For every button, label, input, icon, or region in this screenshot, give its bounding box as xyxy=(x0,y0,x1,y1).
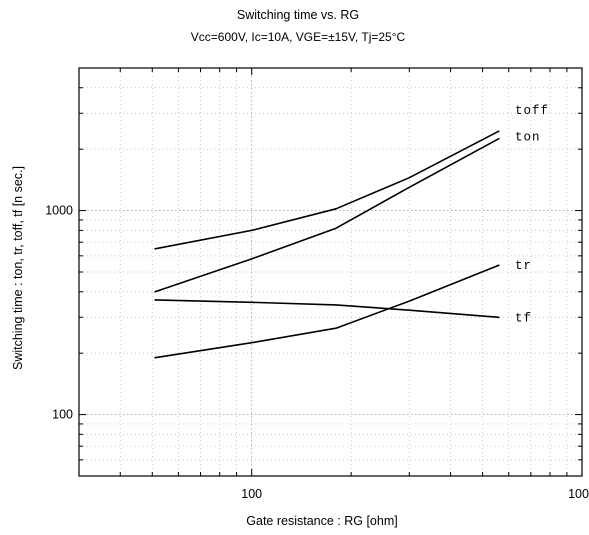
tick-marks xyxy=(78,67,583,477)
y-tick-labels: 100 1000 xyxy=(45,204,73,422)
x-tick-labels: 100 1000 xyxy=(241,487,589,501)
x-axis-label: Gate resistance : RG [ohm] xyxy=(246,514,397,528)
series-label-ton: ton xyxy=(515,131,541,145)
y-tick-label: 100 xyxy=(52,408,73,422)
plot-frame xyxy=(78,67,583,477)
y-axis-label: Switching time : ton, tr, toff, tf [n se… xyxy=(11,166,25,370)
x-tick-label: 100 xyxy=(241,487,262,501)
series-line-tr xyxy=(154,264,500,359)
series-line-ton xyxy=(154,137,500,293)
series-label-toff: toff xyxy=(515,104,549,118)
series-label-tr: tr xyxy=(515,259,532,273)
chart-subtitle: Vcc=600V, Ic=10A, VGE=±15V, Tj=25°C xyxy=(191,30,406,44)
x-tick-label: 1000 xyxy=(568,487,589,501)
series-labels: toff ton tr tf xyxy=(515,104,549,325)
y-tick-label: 1000 xyxy=(45,204,73,218)
chart-title: Switching time vs. RG xyxy=(237,8,359,22)
series-line-toff xyxy=(154,130,500,250)
grid-lines xyxy=(79,68,582,476)
series-line-tf xyxy=(154,299,500,319)
series-lines xyxy=(154,130,500,359)
series-label-tf: tf xyxy=(515,311,532,325)
